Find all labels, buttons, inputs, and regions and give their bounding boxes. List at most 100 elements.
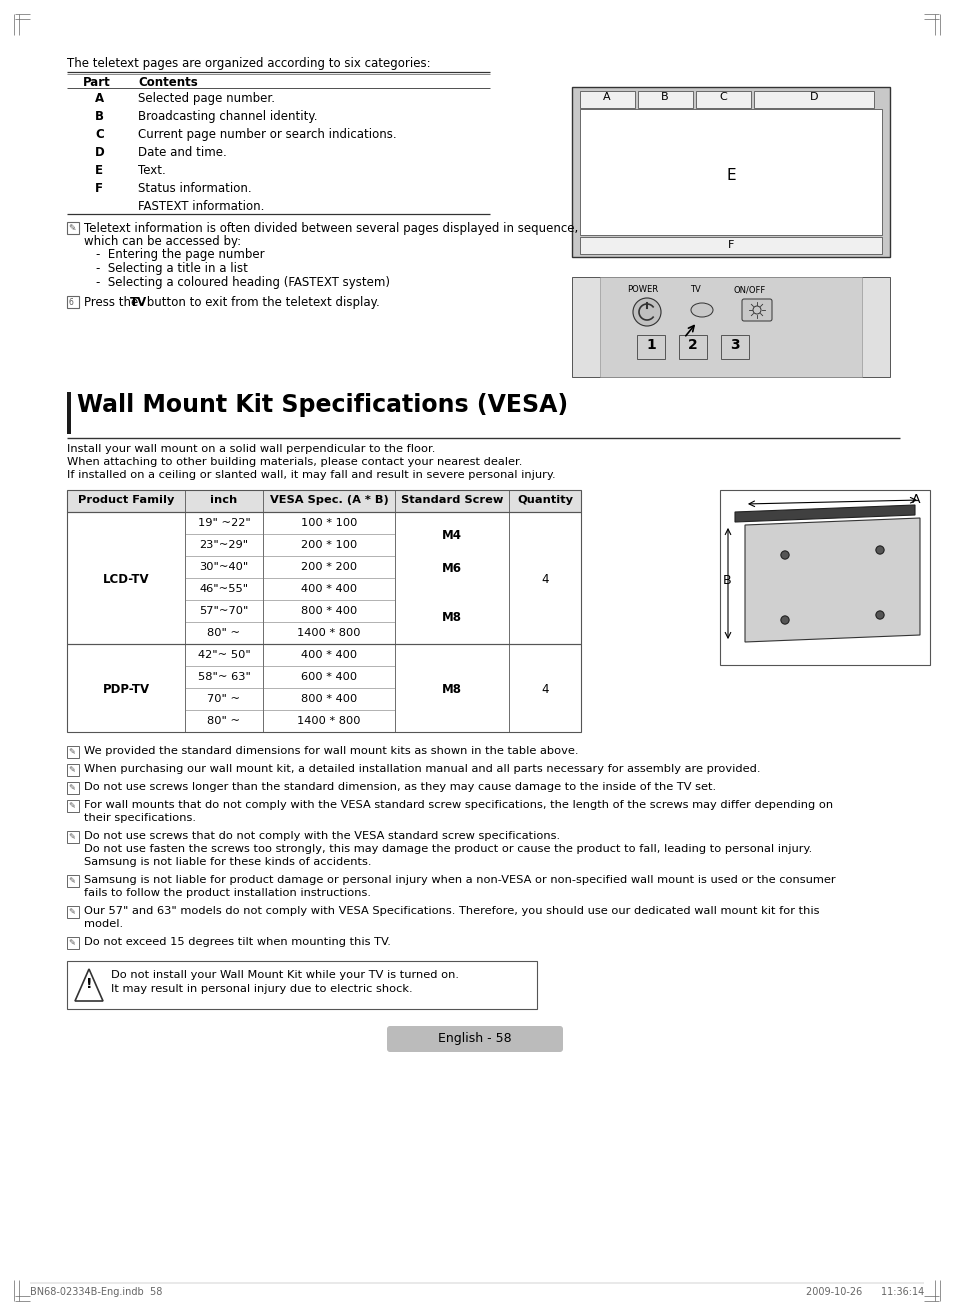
Polygon shape (734, 505, 914, 522)
Text: 400 * 400: 400 * 400 (300, 584, 356, 594)
Text: C: C (95, 128, 104, 141)
Text: 800 * 400: 800 * 400 (300, 606, 356, 615)
Bar (679, 335, 706, 359)
Polygon shape (75, 969, 103, 1001)
Text: Wall Mount Kit Specifications (VESA): Wall Mount Kit Specifications (VESA) (77, 393, 568, 417)
Text: ✎: ✎ (69, 224, 76, 233)
Bar (67, 800, 79, 811)
Text: Do not use screws longer than the standard dimension, as they may cause damage t: Do not use screws longer than the standa… (84, 782, 716, 792)
Text: Press the: Press the (84, 296, 142, 309)
Text: 57"~70": 57"~70" (199, 606, 249, 615)
Circle shape (875, 611, 883, 619)
Text: Do not install your Wall Mount Kit while your TV is turned on.: Do not install your Wall Mount Kit while… (111, 970, 458, 980)
FancyBboxPatch shape (741, 299, 771, 321)
Text: It may result in personal injury due to electric shock.: It may result in personal injury due to … (111, 984, 413, 994)
Text: English - 58: English - 58 (437, 1032, 511, 1045)
Text: -  Selecting a coloured heading (FASTEXT system): - Selecting a coloured heading (FASTEXT … (96, 276, 390, 289)
Text: Product Family: Product Family (78, 494, 174, 505)
Text: 2: 2 (687, 338, 698, 352)
Bar (579, 237, 882, 254)
Text: D: D (95, 146, 105, 159)
Text: A: A (602, 92, 610, 103)
Bar (67, 938, 79, 949)
Text: 200 * 100: 200 * 100 (300, 540, 356, 550)
Text: M6: M6 (441, 562, 461, 575)
Text: Status information.: Status information. (138, 181, 252, 195)
Text: Contents: Contents (138, 76, 197, 89)
Text: VESA Spec. (A * B): VESA Spec. (A * B) (270, 494, 388, 505)
Text: Broadcasting channel identity.: Broadcasting channel identity. (138, 110, 317, 124)
Bar (572, 277, 889, 377)
Text: B: B (95, 110, 104, 124)
Text: 70" ~: 70" ~ (207, 694, 240, 704)
Text: ✎: ✎ (69, 747, 75, 756)
Text: ✎: ✎ (69, 877, 75, 885)
Text: A: A (911, 493, 920, 506)
Text: ✎: ✎ (69, 784, 75, 793)
Text: ✎: ✎ (69, 907, 75, 917)
Ellipse shape (690, 302, 712, 317)
Text: Do not exceed 15 degrees tilt when mounting this TV.: Do not exceed 15 degrees tilt when mount… (84, 938, 391, 947)
Text: A: A (95, 92, 104, 105)
Circle shape (781, 615, 788, 625)
Text: M8: M8 (441, 611, 461, 625)
Text: 46"~55": 46"~55" (199, 584, 249, 594)
Bar (638, 91, 692, 108)
Bar (67, 644, 580, 732)
Bar (67, 831, 79, 843)
Bar (67, 296, 79, 308)
Text: ✎: ✎ (69, 832, 75, 842)
Text: LCD-TV: LCD-TV (103, 573, 150, 586)
Text: Our 57" and 63" models do not comply with VESA Specifications. Therefore, you sh: Our 57" and 63" models do not comply wit… (84, 906, 819, 917)
Text: The teletext pages are organized according to six categories:: The teletext pages are organized accordi… (67, 57, 430, 70)
Bar (67, 392, 71, 434)
Text: 80" ~: 80" ~ (207, 629, 240, 638)
Bar (67, 874, 79, 888)
Bar (67, 512, 580, 644)
Text: Current page number or search indications.: Current page number or search indication… (138, 128, 396, 141)
Text: which can be accessed by:: which can be accessed by: (84, 235, 241, 249)
Polygon shape (744, 518, 919, 642)
Text: Teletext information is often divided between several pages displayed in sequenc: Teletext information is often divided be… (84, 222, 578, 235)
Text: D: D (809, 92, 818, 103)
Text: PDP-TV: PDP-TV (102, 682, 150, 696)
Bar (579, 91, 635, 108)
Text: M4: M4 (441, 529, 461, 542)
Text: If installed on a ceiling or slanted wall, it may fall and result in severe pers: If installed on a ceiling or slanted wal… (67, 469, 555, 480)
Circle shape (781, 551, 788, 559)
Text: C: C (719, 92, 726, 103)
Text: B: B (722, 573, 731, 586)
Circle shape (875, 546, 883, 554)
Text: E: E (725, 168, 735, 183)
Text: inch: inch (211, 494, 237, 505)
Text: 42"~ 50": 42"~ 50" (197, 650, 250, 660)
Text: TV: TV (689, 285, 700, 295)
Text: M8: M8 (441, 682, 461, 696)
Text: model.: model. (84, 919, 123, 928)
Text: 800 * 400: 800 * 400 (300, 694, 356, 704)
Text: Part: Part (83, 76, 111, 89)
Text: 4: 4 (540, 573, 548, 586)
Text: E: E (95, 164, 103, 178)
Text: B: B (660, 92, 668, 103)
Text: Samsung is not liable for product damage or personal injury when a non-VESA or n: Samsung is not liable for product damage… (84, 874, 835, 885)
Bar (67, 764, 79, 776)
Text: FASTEXT information.: FASTEXT information. (138, 200, 264, 213)
Text: 30"~40": 30"~40" (199, 562, 249, 572)
Text: fails to follow the product installation instructions.: fails to follow the product installation… (84, 888, 371, 898)
Text: When attaching to other building materials, please contact your nearest dealer.: When attaching to other building materia… (67, 458, 522, 467)
Text: For wall mounts that do not comply with the VESA standard screw specifications, : For wall mounts that do not comply with … (84, 800, 832, 810)
Text: BN68-02334B-Eng.indb  58: BN68-02334B-Eng.indb 58 (30, 1287, 162, 1297)
Text: 100 * 100: 100 * 100 (300, 518, 356, 529)
Text: TV: TV (130, 296, 147, 309)
Text: 1: 1 (645, 338, 655, 352)
Text: POWER: POWER (626, 285, 658, 295)
Text: Do not use fasten the screws too strongly, this may damage the product or cause : Do not use fasten the screws too strongl… (84, 844, 811, 853)
Text: 1400 * 800: 1400 * 800 (297, 629, 360, 638)
Text: !: ! (86, 977, 92, 992)
Text: 4: 4 (540, 682, 548, 696)
Text: 3: 3 (729, 338, 739, 352)
Bar (67, 782, 79, 794)
Text: 80" ~: 80" ~ (207, 715, 240, 726)
Text: We provided the standard dimensions for wall mount kits as shown in the table ab: We provided the standard dimensions for … (84, 746, 578, 756)
